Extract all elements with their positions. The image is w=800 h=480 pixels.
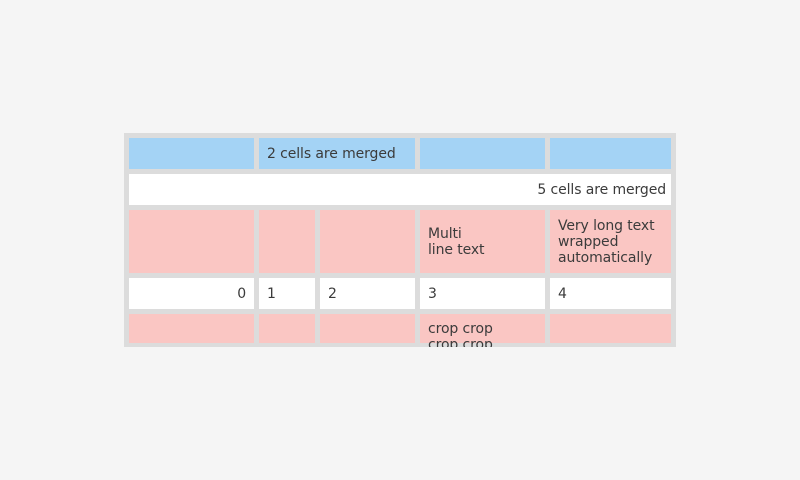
cell-text: 4 — [558, 285, 567, 302]
cell-text: 2 cells are merged — [267, 145, 396, 162]
table-row-merged: 5 cells are merged — [129, 174, 671, 205]
cell-r3-c0[interactable]: 0 — [129, 278, 254, 309]
cell-r2-c0[interactable] — [129, 210, 254, 273]
cell-r3-c1[interactable]: 1 — [259, 278, 315, 309]
cell-r0-c0[interactable] — [129, 138, 254, 169]
cell-r2-c1[interactable] — [259, 210, 315, 273]
cell-text-wrapped: Very long text wrapped automatically — [558, 217, 655, 266]
cell-r4-c2[interactable] — [320, 314, 415, 343]
cell-text: 3 — [428, 285, 437, 302]
cell-r0-c1-merged-2[interactable]: 2 cells are merged — [259, 138, 415, 169]
table-row-numbers: 0 1 2 3 4 — [129, 278, 671, 309]
cell-r3-c3[interactable]: 3 — [420, 278, 545, 309]
cell-r3-c4[interactable]: 4 — [550, 278, 671, 309]
cell-text-cropped: crop crop crop crop crop crop — [428, 321, 493, 347]
table-row-multiline: Multi line text Very long text wrapped a… — [129, 210, 671, 273]
table-row-header: 2 cells are merged — [129, 138, 671, 169]
table-row-cropped: crop crop crop crop crop crop — [129, 314, 671, 347]
cell-r2-c2[interactable] — [320, 210, 415, 273]
cell-r2-c3[interactable]: Multi line text — [420, 210, 545, 273]
table: 2 cells are merged 5 cells are merged Mu… — [124, 133, 676, 347]
cell-text-multiline: Multi line text — [428, 225, 485, 258]
cell-text: 5 cells are merged — [537, 181, 666, 198]
cell-r4-c0[interactable] — [129, 314, 254, 343]
cell-r2-c4[interactable]: Very long text wrapped automatically — [550, 210, 671, 273]
cell-r4-c3[interactable]: crop crop crop crop crop crop — [420, 314, 545, 347]
cell-text: 1 — [267, 285, 276, 302]
cell-r1-merged-5[interactable]: 5 cells are merged — [129, 174, 671, 205]
cell-text: 0 — [237, 285, 246, 302]
cell-text: 2 — [328, 285, 337, 302]
cell-r4-c1[interactable] — [259, 314, 315, 343]
cell-r0-c4[interactable] — [550, 138, 671, 169]
cell-r0-c3[interactable] — [420, 138, 545, 169]
cell-r4-c4[interactable] — [550, 314, 671, 343]
cell-r3-c2[interactable]: 2 — [320, 278, 415, 309]
